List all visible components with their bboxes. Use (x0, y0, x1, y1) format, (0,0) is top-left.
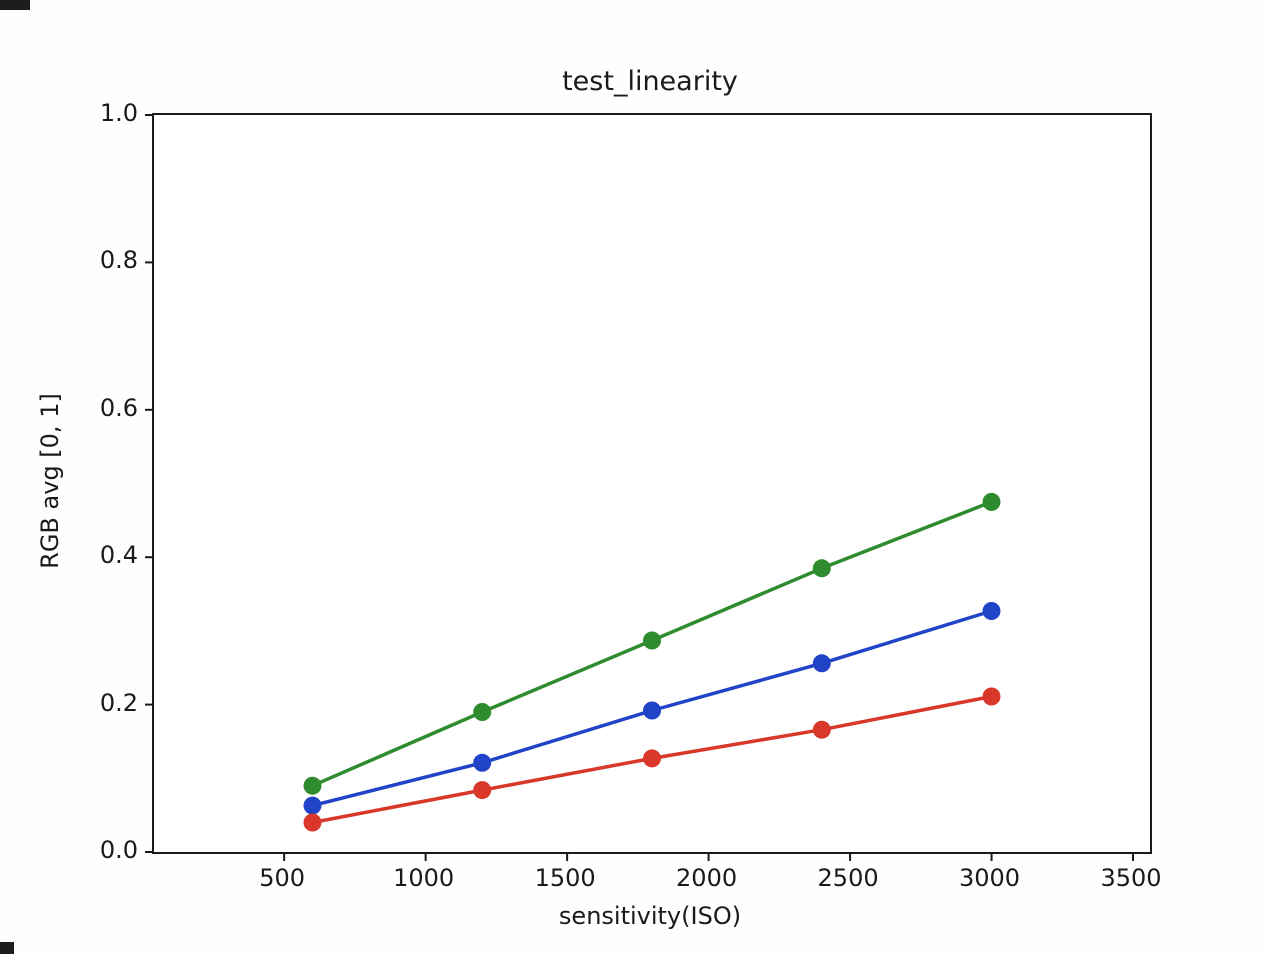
chart-title: test_linearity (562, 66, 738, 97)
top-left-corner-artifact (0, 0, 30, 10)
y-tick-label: 0.6 (99, 393, 138, 422)
y-axis-label: RGB avg [0, 1] (36, 393, 64, 569)
x-tick-label: 500 (259, 864, 306, 892)
y-tick-label: 0.8 (99, 246, 138, 275)
x-tick-label: 2500 (817, 864, 879, 892)
x-axis-label: sensitivity(ISO) (558, 902, 742, 930)
bottom-left-corner-artifact (0, 942, 14, 954)
y-tick-label: 0.4 (99, 541, 138, 570)
x-tick-label: 3500 (1100, 864, 1162, 892)
x-tick-label: 3000 (958, 864, 1021, 892)
x-tick-label: 1000 (393, 864, 455, 892)
x-tick-label: 2000 (676, 864, 738, 892)
y-tick-label: 1.0 (99, 99, 138, 127)
x-tick-label: 1500 (534, 864, 596, 892)
plot-area (145, 113, 1152, 861)
y-tick-label: 0.0 (99, 836, 138, 864)
line-chart (145, 114, 1135, 861)
y-tick-label: 0.2 (99, 688, 138, 717)
